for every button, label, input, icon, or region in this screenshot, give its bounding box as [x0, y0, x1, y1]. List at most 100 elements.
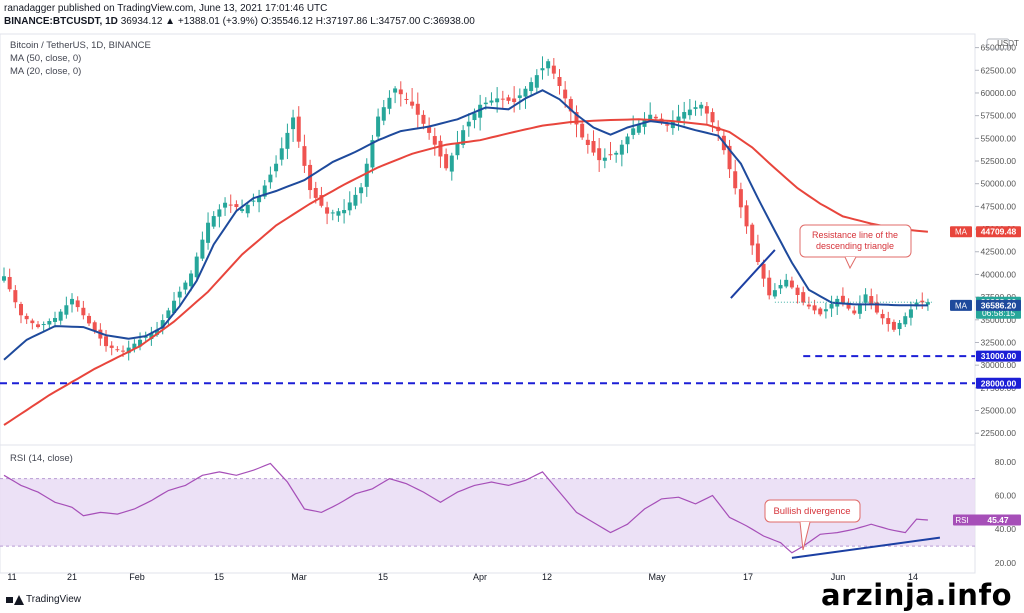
candle	[138, 339, 143, 347]
candle	[245, 204, 250, 214]
candle	[925, 302, 930, 305]
candle	[761, 263, 766, 279]
candle	[234, 204, 239, 207]
candle	[750, 224, 755, 246]
candle	[818, 308, 823, 315]
candle	[682, 112, 687, 119]
ma20-legend[interactable]: MA (20, close, 0)	[10, 66, 82, 77]
price-tick-label: 30000.00	[981, 360, 1017, 370]
price-tick-label: 32500.00	[981, 337, 1017, 347]
candle	[563, 89, 568, 99]
divergence-pointer	[799, 521, 811, 551]
candle	[506, 97, 511, 101]
candle	[2, 276, 6, 281]
x-tick-label: Jun	[831, 572, 846, 582]
candle	[857, 303, 862, 314]
price-label: 28000.00	[976, 377, 1021, 389]
candle	[534, 75, 539, 88]
rsi-tag-label: RSI	[955, 516, 968, 525]
candle	[126, 347, 131, 354]
candle	[415, 103, 420, 115]
symbol: BINANCE:BTCUSDT, 1D	[4, 16, 118, 27]
candle	[64, 305, 69, 315]
price-tick-label: 25000.00	[981, 406, 1017, 416]
candle	[665, 124, 670, 126]
ma50-legend[interactable]: MA (50, close, 0)	[10, 53, 82, 64]
resistance-trendline	[730, 249, 776, 299]
candle	[529, 82, 534, 92]
candle	[733, 171, 738, 189]
price-tick-label: 50000.00	[981, 179, 1017, 189]
divergence-text: Bullish divergence	[773, 506, 850, 517]
candle	[81, 307, 86, 316]
candle	[466, 121, 471, 127]
price-label-value: 36586.20	[981, 300, 1017, 310]
candle	[738, 189, 743, 208]
price-tick-label: 42500.00	[981, 247, 1017, 257]
candle	[194, 256, 199, 278]
candle	[693, 107, 698, 109]
candle	[132, 343, 137, 349]
candle	[500, 98, 505, 100]
rsi-line	[3, 462, 928, 554]
candle	[574, 112, 579, 125]
candle	[149, 333, 154, 340]
candle	[87, 315, 92, 324]
rsi-legend[interactable]: RSI (14, close)	[10, 453, 73, 464]
candle	[546, 61, 551, 69]
candle	[70, 298, 75, 305]
x-tick-label: May	[648, 572, 666, 582]
candle	[189, 273, 194, 287]
candle	[274, 163, 279, 172]
price-tick-label: 62500.00	[981, 65, 1017, 75]
candle	[13, 290, 18, 303]
tradingview-brand[interactable]: TradingView	[6, 594, 81, 605]
price-tick-label: 65000.00	[981, 43, 1017, 53]
candle	[699, 104, 704, 109]
rsi-tick-label: 40.00	[995, 524, 1017, 534]
ma-tag-box	[950, 299, 972, 311]
candle	[540, 68, 545, 71]
candle	[432, 136, 437, 145]
chart-title[interactable]: Bitcoin / TetherUS, 1D, BINANCE	[10, 40, 151, 51]
candle	[330, 212, 335, 214]
symbol-quote: BINANCE:BTCUSDT, 1D 36934.12 ▲ +1388.01 …	[4, 16, 475, 27]
x-tick-label: Apr	[473, 572, 487, 582]
candle	[784, 279, 789, 287]
price-label: 31000.00	[976, 350, 1021, 362]
candle	[336, 211, 341, 216]
brand-label: TradingView	[26, 594, 82, 605]
candle	[393, 88, 398, 93]
candle	[370, 140, 375, 168]
candle	[512, 98, 517, 103]
candle	[636, 123, 641, 133]
tradingview-logo-icon	[6, 594, 24, 605]
countdown-label: 06:58:15	[982, 308, 1015, 318]
candle	[602, 157, 607, 161]
candle	[47, 321, 52, 325]
price-label-box	[976, 299, 1021, 311]
candle	[427, 127, 432, 133]
candle	[772, 290, 777, 297]
candle	[313, 188, 318, 198]
candle	[240, 209, 245, 212]
candle	[801, 292, 806, 303]
candle	[789, 280, 794, 288]
candle	[489, 100, 494, 103]
candle	[183, 282, 188, 290]
candle	[704, 106, 709, 114]
candle	[36, 324, 41, 328]
price-label-box	[976, 226, 1021, 238]
candle	[444, 154, 449, 169]
candle	[172, 300, 177, 313]
annotation-pointer	[844, 256, 857, 270]
candle	[585, 139, 590, 145]
candle	[840, 295, 845, 304]
candle	[908, 309, 913, 318]
candle	[897, 322, 902, 329]
candle	[291, 117, 296, 130]
candle	[767, 277, 772, 296]
publish-info: ranadagger published on TradingView.com,…	[4, 3, 328, 14]
